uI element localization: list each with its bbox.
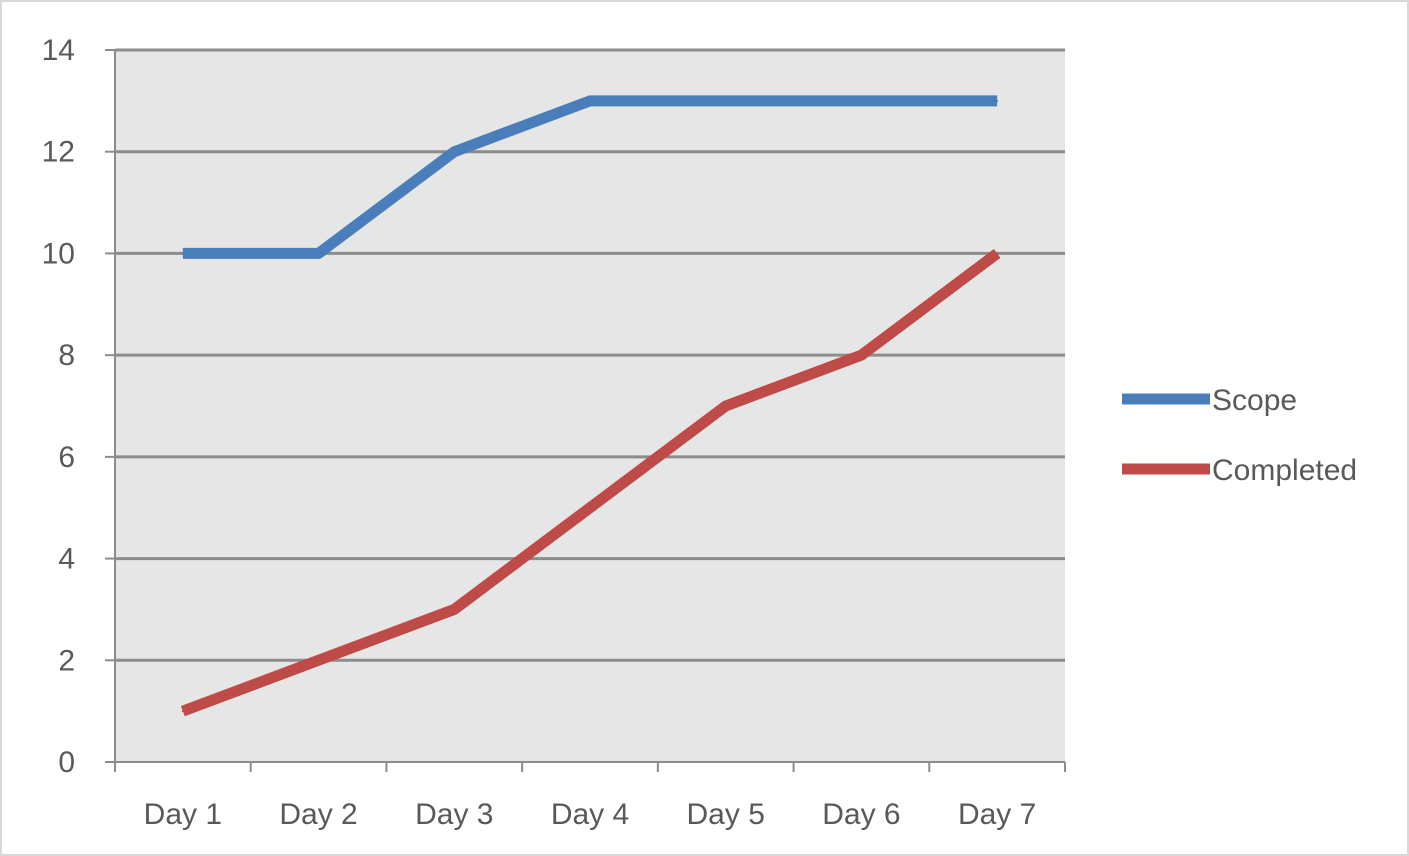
y-tick-label: 12: [42, 136, 75, 169]
data-point-scope: [317, 252, 320, 255]
data-point-completed: [860, 354, 863, 357]
data-point-scope: [996, 99, 999, 102]
y-tick-label: 10: [42, 237, 75, 270]
legend-label-scope: Scope: [1212, 384, 1297, 417]
data-point-scope: [181, 252, 184, 255]
legend-label-completed: Completed: [1212, 454, 1357, 487]
y-tick-label: 0: [58, 746, 75, 779]
data-point-scope: [589, 99, 591, 102]
x-axis-ticks: Day 1 Day 2 Day 3 Day 4 Day 5 Day 6 Day 7: [144, 798, 1037, 831]
data-point-completed: [996, 252, 999, 255]
series-lines: [180, 95, 1001, 717]
x-tick-label: Day 7: [958, 798, 1036, 831]
data-point-completed: [724, 405, 727, 407]
data-point-scope: [453, 150, 456, 153]
x-tick-label: Day 3: [415, 798, 493, 831]
data-point-scope: [724, 99, 727, 102]
data-point-completed: [589, 506, 591, 509]
axes: [105, 49, 1066, 772]
data-point-completed: [181, 710, 184, 713]
data-point-scope: [860, 99, 863, 102]
data-point-completed: [453, 608, 456, 611]
y-tick-label: 14: [42, 34, 75, 67]
y-tick-label: 8: [58, 339, 75, 372]
y-tick-label: 4: [58, 543, 75, 576]
x-tick-label: Day 4: [551, 798, 629, 831]
plot-area: [115, 50, 1065, 762]
data-point-completed: [317, 659, 320, 662]
y-tick-label: 2: [58, 644, 75, 677]
x-tick-label: Day 2: [279, 798, 357, 831]
y-tick-label: 6: [58, 441, 75, 474]
x-tick-label: Day 6: [822, 798, 900, 831]
y-axis-ticks: 0 2 4 6 8 10 12 14: [42, 34, 75, 779]
x-tick-label: Day 5: [687, 798, 765, 831]
legend: Scope Completed: [1122, 384, 1357, 487]
x-tick-label: Day 1: [144, 798, 222, 831]
